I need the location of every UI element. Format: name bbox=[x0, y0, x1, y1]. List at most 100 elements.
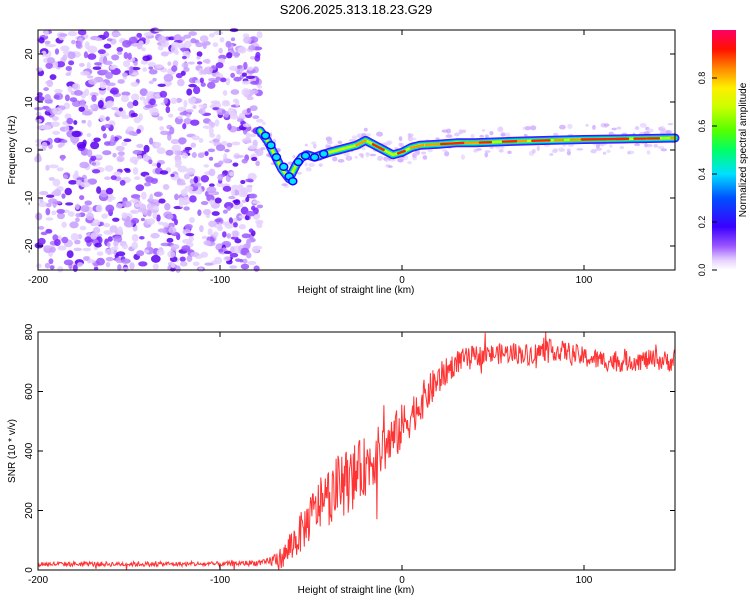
noise-blob bbox=[188, 31, 197, 36]
noise-blob bbox=[87, 119, 92, 128]
noise-blob bbox=[90, 104, 96, 110]
noise-blob bbox=[143, 144, 150, 153]
noise-blob bbox=[233, 76, 242, 82]
noise-blob bbox=[223, 201, 234, 210]
noise-blob bbox=[116, 251, 126, 257]
noise-blob bbox=[225, 40, 232, 48]
noise-blob bbox=[72, 83, 79, 89]
x-tick-label: -200 bbox=[28, 575, 48, 586]
noise-blob bbox=[136, 32, 143, 38]
noise-blob bbox=[206, 186, 217, 194]
noise-blob bbox=[134, 176, 141, 181]
ridge-speckle bbox=[281, 183, 288, 186]
ridge-speckle bbox=[326, 140, 333, 145]
ridge-speckle bbox=[304, 162, 308, 167]
noise-blob bbox=[191, 135, 200, 141]
noise-blob bbox=[211, 79, 219, 84]
noise-blob bbox=[146, 202, 154, 211]
noise-blob bbox=[240, 179, 246, 185]
y-tick-label: -10 bbox=[24, 190, 35, 205]
noise-blob bbox=[77, 233, 83, 240]
noise-blob bbox=[148, 159, 153, 165]
noise-blob bbox=[146, 218, 156, 225]
colorbar-ticks: 0.0 0.2 0.4 0.6 0.8 bbox=[697, 72, 717, 276]
noise-blob bbox=[229, 265, 238, 269]
ridge-speckle bbox=[376, 131, 383, 137]
noise-blob bbox=[106, 242, 111, 248]
noise-blob bbox=[241, 88, 251, 97]
noise-blob bbox=[219, 77, 227, 83]
noise-blob bbox=[166, 213, 174, 220]
noise-blob bbox=[43, 245, 53, 249]
ridge-blob bbox=[271, 152, 282, 162]
noise-blob bbox=[73, 120, 78, 125]
noise-blob bbox=[243, 61, 248, 70]
noise-blob bbox=[118, 107, 124, 112]
noise-blob bbox=[135, 184, 145, 192]
ridge-speckle bbox=[304, 143, 309, 147]
ridge-speckle bbox=[603, 123, 610, 127]
noise-blob bbox=[152, 211, 157, 220]
noise-blob bbox=[183, 67, 190, 72]
noise-blob bbox=[75, 40, 82, 49]
noise-blob bbox=[132, 167, 139, 175]
noise-blob bbox=[121, 114, 130, 119]
ridge-blob bbox=[318, 149, 329, 159]
noise-blob bbox=[113, 240, 119, 247]
noise-blob bbox=[245, 75, 256, 79]
noise-blob bbox=[249, 105, 258, 112]
noise-blob bbox=[89, 91, 99, 97]
noise-blob bbox=[122, 60, 131, 68]
noise-blob bbox=[121, 94, 129, 103]
noise-blob bbox=[99, 189, 109, 198]
noise-blob bbox=[242, 258, 248, 264]
ridge-speckle bbox=[260, 147, 266, 151]
noise-blob bbox=[157, 35, 167, 44]
ridge-speckle bbox=[606, 149, 611, 153]
noise-blob bbox=[157, 83, 166, 87]
noise-blob bbox=[186, 167, 196, 175]
noise-blob bbox=[176, 78, 185, 87]
ridge-speckle bbox=[363, 127, 368, 132]
noise-blob bbox=[124, 168, 131, 173]
ridge-speckle bbox=[388, 165, 393, 169]
ridge-speckle bbox=[412, 153, 418, 159]
noise-blob bbox=[104, 123, 111, 129]
noise-blob bbox=[222, 209, 228, 214]
noise-blob bbox=[163, 97, 168, 105]
noise-blob bbox=[241, 72, 248, 77]
noise-blob bbox=[196, 51, 203, 58]
noise-blob bbox=[143, 98, 149, 106]
noise-blob bbox=[215, 144, 226, 152]
noise-blob bbox=[248, 145, 258, 150]
noise-blob bbox=[35, 67, 43, 72]
noise-blob bbox=[107, 197, 113, 202]
noise-blob bbox=[252, 115, 260, 120]
noise-blob bbox=[34, 95, 45, 102]
noise-blob bbox=[247, 66, 254, 71]
noise-blob bbox=[107, 236, 113, 242]
noise-blob bbox=[60, 45, 70, 52]
noise-blob bbox=[45, 217, 54, 221]
noise-blob bbox=[130, 112, 138, 118]
noise-blob bbox=[190, 142, 197, 148]
ridge-speckle bbox=[529, 125, 537, 131]
noise-blob bbox=[41, 124, 52, 131]
noise-blob bbox=[186, 113, 191, 118]
noise-blob bbox=[179, 47, 190, 52]
ridge-blob bbox=[288, 176, 298, 186]
noise-blob bbox=[232, 98, 239, 103]
noise-blob bbox=[117, 226, 123, 235]
noise-blob bbox=[232, 162, 239, 167]
noise-blob bbox=[71, 130, 82, 138]
noise-blob bbox=[183, 99, 188, 108]
noise-blob bbox=[183, 40, 192, 49]
noise-blob bbox=[82, 247, 92, 252]
noise-blob bbox=[166, 237, 174, 243]
noise-blob bbox=[106, 82, 116, 87]
noise-blob bbox=[151, 112, 160, 116]
noise-blob bbox=[227, 123, 232, 131]
ridge-speckle bbox=[325, 144, 329, 149]
noise-blob bbox=[199, 35, 209, 43]
noise-blob bbox=[79, 161, 90, 169]
